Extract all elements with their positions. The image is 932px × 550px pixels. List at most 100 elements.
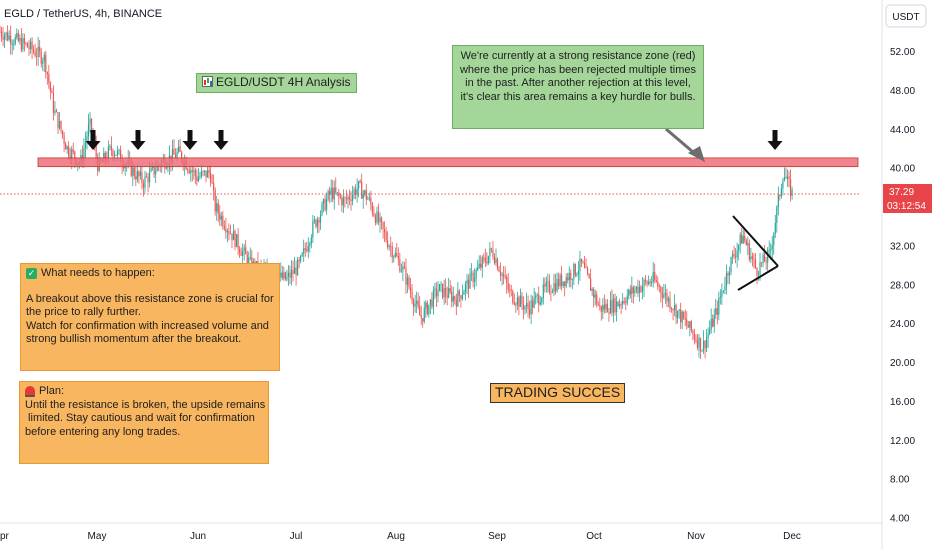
candle-body [104, 152, 106, 160]
candle-body [458, 290, 460, 296]
candle-body [319, 214, 322, 223]
candle-body [620, 303, 622, 305]
candle-body [351, 194, 354, 201]
candle-body [591, 288, 593, 291]
candle-body [136, 171, 138, 180]
candle-body [2, 36, 4, 40]
candle-body [512, 290, 514, 303]
candle-body [26, 43, 29, 48]
candle-body [13, 43, 15, 45]
candle-body [245, 247, 247, 255]
candle-body [249, 257, 251, 258]
needs-line: Watch for confirmation with increased vo… [26, 319, 269, 332]
candle-body [588, 273, 590, 279]
candle-body [181, 151, 183, 161]
triangle-lower-line [737, 265, 779, 291]
candle-body [335, 187, 337, 193]
candle-body [242, 250, 244, 256]
time-tick-label: Jul [290, 531, 303, 542]
candle-body [399, 259, 401, 272]
candle-body [683, 311, 685, 319]
resistance-note-line: We're currently at a strong resistance z… [460, 50, 696, 62]
candle-body [205, 170, 207, 178]
price-tick-label: 52.00 [890, 47, 915, 58]
candle-body [45, 54, 47, 73]
chart-overlays [0, 127, 860, 291]
candle-body [472, 272, 474, 282]
candle-body [599, 305, 601, 307]
candle-body [699, 337, 702, 352]
candle-body [767, 250, 769, 263]
candle-body [365, 190, 367, 200]
candle-body [155, 171, 157, 175]
candle-body [280, 272, 282, 278]
candle-body [786, 176, 789, 179]
candle-body [628, 289, 630, 296]
candle-body [539, 302, 541, 305]
candle-body [426, 302, 428, 315]
candle-body [293, 267, 296, 274]
candle-body [72, 149, 74, 152]
candle-body [40, 51, 42, 64]
price-tick-label: 40.00 [890, 164, 915, 175]
check-icon: ✓ [26, 268, 37, 280]
price-axis: USDT52.0048.0044.0040.0036.0032.0028.002… [881, 0, 932, 550]
candle-body [115, 154, 117, 156]
candle-body [528, 308, 531, 315]
candle-body [527, 303, 529, 309]
candle-body [777, 195, 779, 207]
candle-body [467, 279, 470, 289]
candle-body [431, 299, 433, 308]
candle-body [300, 255, 302, 262]
candle-body [405, 268, 407, 285]
candle-body [675, 304, 677, 318]
candle-body [361, 182, 363, 199]
candle-body [248, 257, 250, 266]
candle-body [14, 37, 16, 44]
candle-body [353, 189, 355, 195]
candle-body [202, 171, 204, 173]
candle-body [738, 245, 740, 251]
candle-body [741, 234, 743, 244]
candle-body [495, 259, 497, 264]
candle-body [312, 220, 314, 238]
candle-body [522, 303, 525, 310]
candle-body [477, 267, 479, 271]
candle-body [597, 304, 599, 306]
candle-body [507, 283, 509, 290]
candle-body [339, 196, 341, 198]
candle-body [19, 38, 21, 41]
candle-body [376, 211, 378, 223]
candle-body [735, 256, 737, 258]
candle-body [397, 256, 399, 260]
candle-body [673, 304, 676, 311]
candle-body [649, 281, 651, 284]
candle-body [322, 199, 325, 204]
candle-body [197, 177, 200, 182]
candle-body [713, 314, 715, 327]
candle-body [150, 167, 152, 172]
candle-body [506, 276, 508, 284]
candle-body [728, 271, 731, 276]
candle-body [789, 179, 792, 197]
needs-line: A breakout above this resistance zone is… [26, 292, 274, 305]
candle-body [246, 254, 248, 266]
candle-body [11, 44, 13, 45]
candle-body [173, 148, 175, 155]
candle-body [544, 284, 546, 287]
candle-body [437, 291, 439, 297]
candle-body [721, 291, 723, 298]
resistance-note-box: We're currently at a strong resistance z… [452, 45, 704, 129]
candle-body [68, 146, 70, 156]
candle-body [37, 46, 39, 57]
candle-body [110, 145, 113, 151]
last-price-badge [883, 183, 932, 213]
time-axis: pr May Jun Jul Aug Sep Oct Nov Dec [0, 522, 882, 542]
price-tick-label: 16.00 [890, 397, 915, 408]
price-tick-label: 8.00 [890, 475, 910, 486]
candle-body [34, 51, 36, 57]
candle-body [179, 146, 181, 152]
candle-body [304, 248, 306, 250]
candle-body [52, 92, 55, 114]
